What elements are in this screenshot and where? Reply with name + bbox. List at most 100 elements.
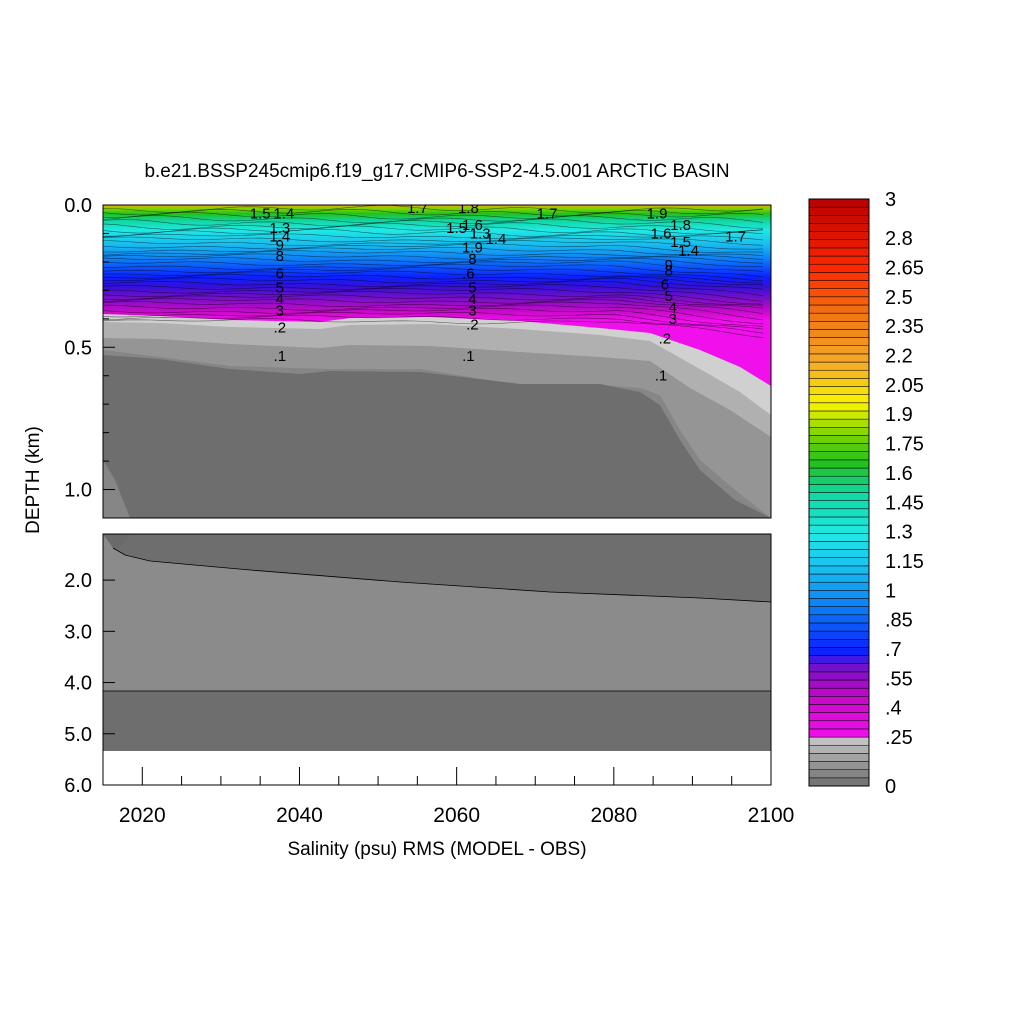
contour-line <box>103 301 764 321</box>
x-axis: 2020 2040 2060 2080 2100 <box>119 767 794 827</box>
colorbar-box <box>808 573 870 583</box>
colorbar-label: .25 <box>885 727 913 749</box>
x-tick-label: 2020 <box>119 804 166 827</box>
colorbar-box <box>808 598 870 607</box>
colorbar-label: 2.05 <box>885 375 924 397</box>
contour-label: .1 <box>462 348 475 365</box>
contour-line <box>103 274 764 286</box>
contour-label: .2 <box>274 319 287 336</box>
colorbar-box <box>808 361 870 371</box>
contour-label: 8 <box>468 251 476 268</box>
colorbar-label: .85 <box>885 610 913 632</box>
colorbar-box <box>808 696 870 705</box>
contour-label: 1.7 <box>725 228 746 245</box>
contour-line <box>103 298 764 314</box>
colorbar-box <box>808 410 870 420</box>
colorbar-box <box>808 581 870 591</box>
colorbar-box <box>808 345 870 355</box>
contour-label: 3 <box>468 302 476 319</box>
contour-label: 1.8 <box>670 217 691 234</box>
y-tick-label: 3.0 <box>64 621 92 643</box>
y-axis-upper: 0.0 0.5 1.0 <box>64 195 115 519</box>
colorbar-label: 2.65 <box>885 258 924 280</box>
contour-label: 1.5 <box>446 220 467 237</box>
colorbar-box <box>808 386 870 395</box>
colorbar-box <box>808 647 870 656</box>
colorbar-box <box>808 549 870 558</box>
colorbar-label: .55 <box>885 668 913 690</box>
colorbar-box <box>808 761 870 770</box>
colorbar-label: .7 <box>885 639 902 661</box>
colorbar-box <box>808 541 870 550</box>
contour-label: 4 <box>468 291 476 308</box>
contour-label: 6 <box>276 265 284 282</box>
colorbar-box <box>808 590 870 599</box>
contour-line <box>103 267 764 282</box>
contour-line <box>103 240 764 250</box>
colorbar-box <box>808 557 870 567</box>
colorbar-box <box>808 630 870 640</box>
contour-label: 5 <box>665 288 673 305</box>
colorbar-box <box>808 443 870 452</box>
y-tick-label: 0.0 <box>64 195 92 217</box>
colorbar-box <box>808 639 870 648</box>
contour-label: 1.5 <box>250 206 271 223</box>
contour-label: 8 <box>665 262 673 279</box>
x-tick-label: 2040 <box>276 804 323 827</box>
contour-line <box>103 264 764 277</box>
contour-label: 8 <box>276 248 284 265</box>
contour-label: 1.9 <box>462 240 483 257</box>
contour-line <box>103 270 764 284</box>
contour-line <box>103 243 764 253</box>
colorbar-box <box>808 663 870 673</box>
colorbar-label: 1.45 <box>885 492 924 514</box>
colorbar-labels: 3 2.8 2.65 2.5 2.35 2.2 2.05 1.9 1.75 1.6 1.45 1.3 1… <box>885 189 924 798</box>
upper-panel-frame <box>102 204 772 519</box>
colorbar-box <box>808 744 870 754</box>
contour-label: 1.5 <box>670 234 691 251</box>
contour-label: 3 <box>276 302 284 319</box>
contour-label: 9 <box>665 257 673 274</box>
contour-label: 1.3 <box>269 220 290 237</box>
x-tick-label: 2080 <box>590 804 637 827</box>
x-axis-label: Salinity (psu) RMS (MODEL - OBS) <box>287 839 586 860</box>
colorbar-box <box>808 516 870 526</box>
colorbar-box <box>808 272 870 281</box>
colorbar-box <box>808 402 870 412</box>
colorbar-box <box>808 280 870 289</box>
contour-label: .1 <box>655 368 668 385</box>
contour-line <box>103 228 764 237</box>
y-axis-label: DEPTH (km) <box>23 426 44 534</box>
contour-label: 1.6 <box>462 217 483 234</box>
contour-line <box>103 225 764 235</box>
contour-line <box>103 277 764 290</box>
colorbar-box <box>808 304 870 314</box>
contour-line <box>103 236 764 246</box>
colorbar-box <box>808 312 870 322</box>
y-tick-label: 0.5 <box>64 337 92 359</box>
colorbar-label: 2.5 <box>885 287 913 309</box>
contour-line <box>103 314 764 334</box>
contour-line <box>103 260 764 272</box>
colorbar-box <box>808 206 870 216</box>
colorbar-box <box>808 679 870 689</box>
contour-label: 1.8 <box>458 200 479 217</box>
contour-line <box>103 257 764 268</box>
colorbar-box <box>808 247 870 257</box>
colorbar-box <box>808 704 870 713</box>
colorbar-label: 1.3 <box>885 522 913 544</box>
y-tick-label: 4.0 <box>64 673 92 695</box>
contour-label: .2 <box>659 331 672 348</box>
contour-label: 1.4 <box>678 243 699 260</box>
colorbar-box <box>808 687 870 697</box>
colorbar-box <box>808 321 870 330</box>
contour-label: .1 <box>274 348 287 365</box>
contour-line <box>103 311 764 330</box>
contour-label: 1.9 <box>647 206 668 223</box>
colorbar-label: 1.6 <box>885 463 913 485</box>
chart-title: b.e21.BSSP245cmip6.f19_g17.CMIP6-SSP2-4.… <box>144 161 729 182</box>
contour-label: 9 <box>276 237 284 254</box>
colorbar-box <box>808 329 870 338</box>
